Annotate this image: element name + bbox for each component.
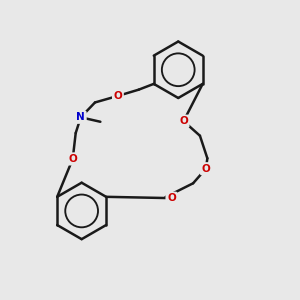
Text: O: O [179, 116, 188, 126]
Text: O: O [202, 164, 210, 174]
Text: O: O [68, 154, 77, 164]
Text: N: N [76, 112, 85, 122]
Text: O: O [167, 193, 176, 203]
Text: O: O [113, 91, 122, 101]
